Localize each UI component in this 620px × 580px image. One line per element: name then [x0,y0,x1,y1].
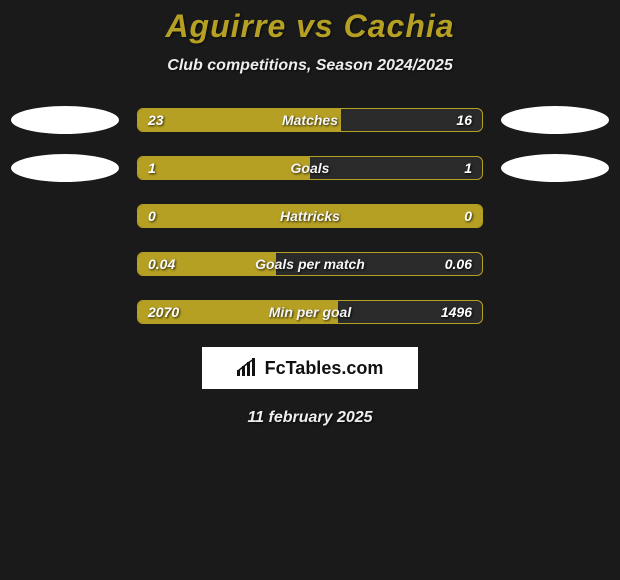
stat-label: Goals per match [255,256,365,272]
player-left-oval [11,154,119,182]
stat-label: Min per goal [269,304,351,320]
spacer [11,202,119,230]
stat-value-right: 0 [464,208,472,224]
stat-bar: 0 Hattricks 0 [137,204,483,228]
stat-value-left: 1 [148,160,156,176]
comparison-card: Aguirre vs Cachia Club competitions, Sea… [0,0,620,427]
stat-value-right: 1496 [441,304,472,320]
stat-bar: 1 Goals 1 [137,156,483,180]
stat-label: Matches [282,112,338,128]
stat-value-right: 16 [456,112,472,128]
stat-row: 23 Matches 16 [0,107,620,133]
date-label: 11 february 2025 [0,409,620,427]
brand-badge[interactable]: FcTables.com [202,347,418,389]
stat-label: Hattricks [280,208,340,224]
stat-value-left: 2070 [148,304,179,320]
page-title: Aguirre vs Cachia [0,8,620,45]
stat-label: Goals [291,160,330,176]
player-right-oval [501,106,609,134]
stat-value-left: 0.04 [148,256,175,272]
stats-list: 23 Matches 16 1 Goals 1 0 Hattricks 0 0.04 Goals p… [0,107,620,325]
stat-bar: 23 Matches 16 [137,108,483,132]
spacer [501,250,609,278]
subtitle: Club competitions, Season 2024/2025 [0,57,620,75]
stat-value-right: 0.06 [445,256,472,272]
spacer [11,298,119,326]
chart-icon [237,358,259,378]
player-left-oval [11,106,119,134]
stat-value-right: 1 [464,160,472,176]
spacer [501,202,609,230]
brand-text: FcTables.com [265,358,384,379]
stat-row: 0.04 Goals per match 0.06 [0,251,620,277]
spacer [501,298,609,326]
stat-row: 1 Goals 1 [0,155,620,181]
stat-value-left: 0 [148,208,156,224]
player-right-oval [501,154,609,182]
stat-bar-fill [138,157,310,179]
stat-bar: 2070 Min per goal 1496 [137,300,483,324]
stat-value-left: 23 [148,112,164,128]
stat-bar: 0.04 Goals per match 0.06 [137,252,483,276]
stat-row: 0 Hattricks 0 [0,203,620,229]
spacer [11,250,119,278]
stat-row: 2070 Min per goal 1496 [0,299,620,325]
